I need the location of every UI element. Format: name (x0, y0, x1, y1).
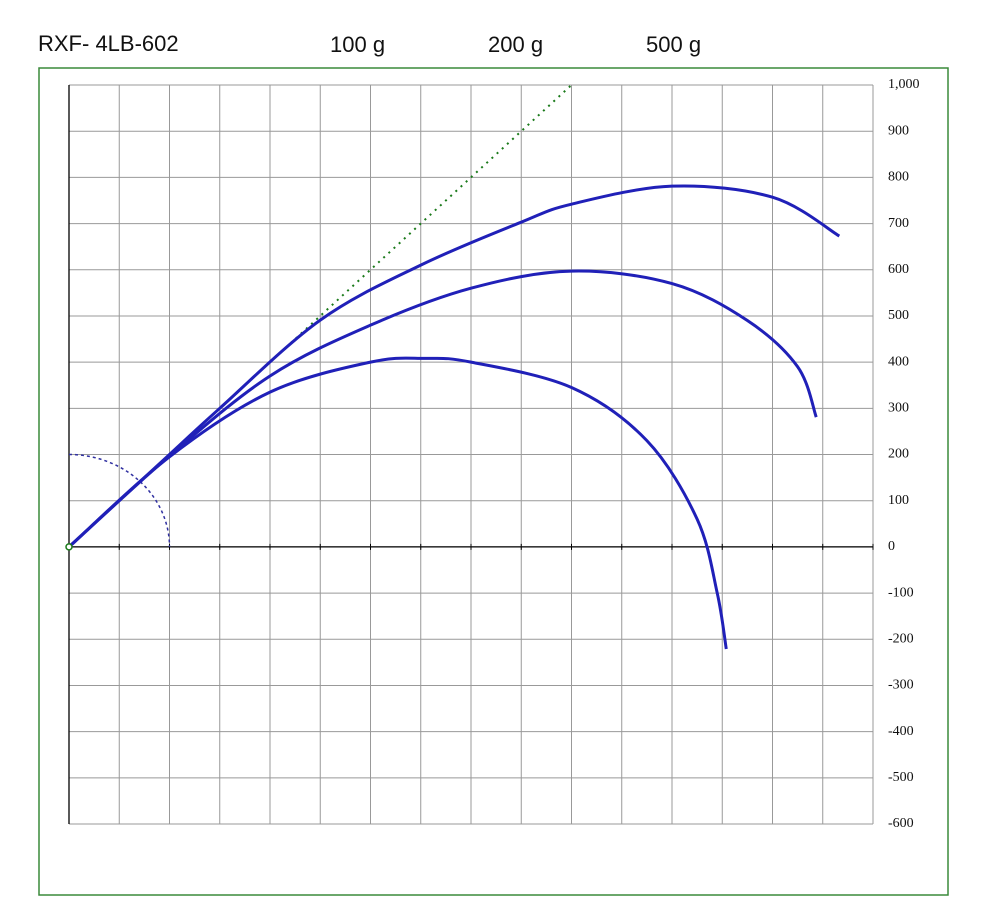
y-tick-label: 200 (888, 447, 909, 462)
chart-title: RXF- 4LB-602 (38, 31, 179, 56)
y-tick-label: -200 (888, 631, 914, 646)
origin-marker (65, 543, 73, 551)
y-tick-label: 1,000 (888, 77, 920, 92)
y-tick-label: -500 (888, 770, 914, 785)
y-tick-label: -400 (888, 724, 914, 739)
y-tick-label: 0 (888, 539, 895, 554)
curve (67, 184, 841, 548)
y-tick-label: 800 (888, 170, 909, 185)
frame (38, 67, 949, 896)
y-tick-label: 700 (888, 216, 909, 231)
y-tick-label: 900 (888, 123, 909, 138)
y-tick-label: -600 (888, 816, 914, 831)
legend-label: 500 g (646, 32, 701, 57)
y-tick-label: -100 (888, 585, 914, 600)
y-tick-label: 500 (888, 308, 909, 323)
curve (67, 356, 728, 650)
y-tick-label: 600 (888, 262, 909, 277)
legend-label: 100 g (330, 32, 385, 57)
y-tick-label: 300 (888, 401, 909, 416)
reference-arc (68, 453, 171, 547)
legend-label: 200 g (488, 32, 543, 57)
curve (67, 269, 818, 548)
y-tick-label: 400 (888, 354, 909, 369)
y-tick-label: -300 (888, 678, 914, 693)
y-tick-label: 100 (888, 493, 909, 508)
